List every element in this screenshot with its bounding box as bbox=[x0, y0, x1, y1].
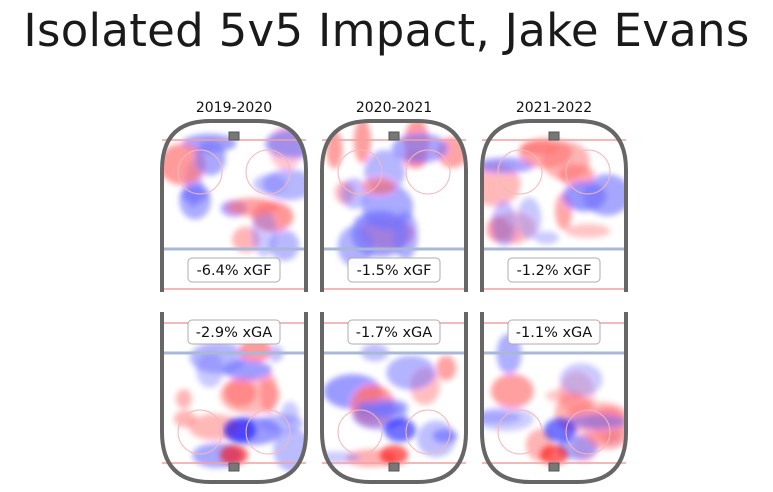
season-label: 2021-2022 bbox=[516, 100, 592, 116]
xga-label: -1.1% xGA bbox=[516, 325, 592, 341]
xga-label: -2.9% xGA bbox=[196, 325, 272, 341]
rink-boards-top bbox=[480, 119, 628, 292]
xgf-label: -1.2% xGF bbox=[517, 263, 592, 279]
defense-heatmap bbox=[322, 343, 458, 467]
season-label: 2019-2020 bbox=[196, 100, 272, 116]
offense-heatmap bbox=[326, 121, 466, 267]
rink-boards-top bbox=[160, 119, 308, 292]
rink-panel-2020-2021: 2020-2021 -1.5% xGF -1.7% xGA bbox=[320, 100, 468, 484]
xgf-box bbox=[187, 257, 281, 283]
rink-boards-top bbox=[320, 119, 468, 292]
xgf-box bbox=[507, 257, 601, 283]
offense-heatmap bbox=[482, 137, 626, 247]
offense-heatmap bbox=[162, 125, 306, 261]
rink-boards-bottom bbox=[160, 312, 308, 484]
rink-boards-bottom bbox=[480, 312, 628, 484]
season-label: 2020-2021 bbox=[356, 100, 432, 116]
xgf-label: -1.5% xGF bbox=[357, 263, 432, 279]
defense-heatmap bbox=[174, 337, 306, 472]
xgf-box bbox=[347, 257, 441, 283]
xga-box bbox=[347, 319, 441, 345]
xgf-label: -6.4% xGF bbox=[197, 263, 272, 279]
xga-label: -1.7% xGA bbox=[356, 325, 432, 341]
rink-panel-2021-2022: 2021-2022 -1.2% xGF -1.1% xGA bbox=[480, 100, 628, 484]
chart-title: Isolated 5v5 Impact, Jake Evans bbox=[23, 4, 750, 57]
xga-box bbox=[507, 319, 601, 345]
rink-boards-bottom bbox=[320, 312, 468, 484]
defense-heatmap bbox=[482, 333, 626, 465]
rink-panel-2019-2020: 2019-2020 -6.4% xGF -2.9% xGA bbox=[160, 100, 308, 484]
xga-box bbox=[187, 319, 281, 345]
